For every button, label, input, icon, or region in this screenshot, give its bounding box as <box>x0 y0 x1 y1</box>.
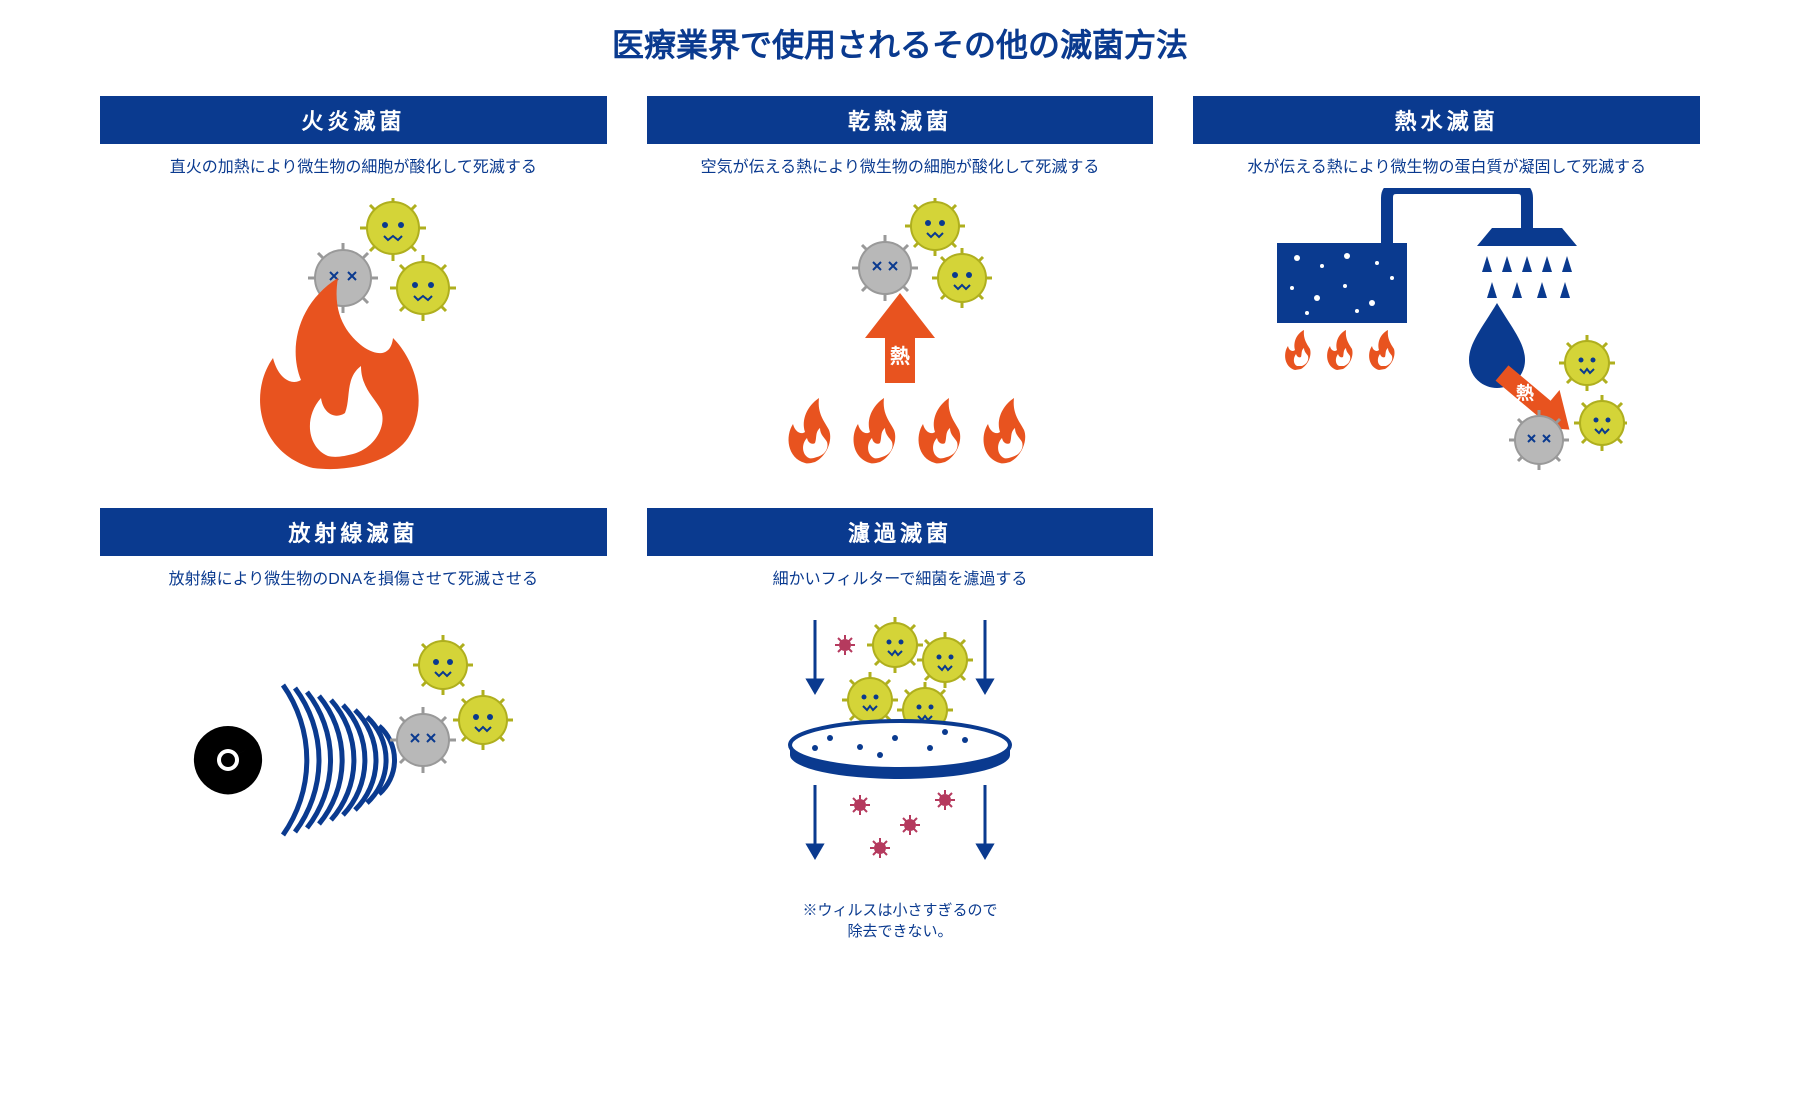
card-grid: 火炎滅菌 直火の加熱により微生物の細胞が酸化して死滅する <box>100 96 1700 942</box>
svg-text:熱: 熱 <box>1516 382 1534 403</box>
germ-alive-icon <box>413 635 473 695</box>
shower-head-icon <box>1477 228 1577 298</box>
germ-alive-icon <box>917 632 973 688</box>
card-desc: 空気が伝える熱により微生物の細胞が酸化して死滅する <box>701 156 1100 180</box>
virus-icon <box>835 635 855 655</box>
card-filter: 濾過滅菌 細かいフィルターで細菌を濾過する <box>647 508 1154 942</box>
illustration-flame <box>100 198 607 478</box>
card-flame: 火炎滅菌 直火の加熱により微生物の細胞が酸化して死滅する <box>100 96 607 478</box>
germ-alive-icon <box>905 198 965 256</box>
germ-alive-icon <box>867 617 923 673</box>
card-desc: 直火の加熱により微生物の細胞が酸化して死滅する <box>170 156 537 180</box>
card-header: 熱水滅菌 <box>1193 96 1700 144</box>
card-hot-water: 熱水滅菌 水が伝える熱により微生物の蛋白質が凝固して死滅する <box>1193 96 1700 478</box>
flame-row <box>1285 330 1394 370</box>
card-dry-heat: 乾熱滅菌 空気が伝える熱により微生物の細胞が酸化して死滅する 熱 <box>647 96 1154 478</box>
arrow-down-icon <box>808 785 992 857</box>
card-header: 放射線滅菌 <box>100 508 607 556</box>
card-desc: 水が伝える熱により微生物の蛋白質が凝固して死滅する <box>1247 156 1646 180</box>
germ-alive-icon <box>1559 335 1615 391</box>
germ-dead-icon <box>852 235 918 301</box>
illustration-filter <box>647 610 1154 890</box>
illustration-dry-heat: 熱 <box>647 198 1154 478</box>
illustration-hot-water: 熱 <box>1193 198 1700 478</box>
tank-icon <box>1277 243 1407 323</box>
card-header: 乾熱滅菌 <box>647 96 1154 144</box>
germ-alive-icon <box>932 248 992 308</box>
card-desc: 細かいフィルターで細菌を濾過する <box>773 568 1028 592</box>
virus-icon <box>850 790 955 858</box>
card-footnote: ※ウィルスは小さすぎるので除去できない。 <box>802 900 997 942</box>
germ-alive-icon <box>390 255 456 321</box>
card-header: 火炎滅菌 <box>100 96 607 144</box>
svg-text:熱: 熱 <box>890 345 910 368</box>
germ-alive-icon <box>360 198 426 261</box>
heat-arrow-icon: 熱 <box>865 293 935 383</box>
radiation-waves-icon <box>281 680 395 840</box>
filter-disc-icon <box>790 721 1010 779</box>
page-title: 医療業界で使用されるその他の滅菌方法 <box>100 20 1700 66</box>
illustration-radiation <box>100 610 607 890</box>
card-radiation: 放射線滅菌 放射線により微生物のDNAを損傷させて死滅させる <box>100 508 607 942</box>
flame-row <box>789 398 1026 463</box>
germ-dead-icon <box>1509 410 1569 470</box>
germ-dead-icon <box>390 707 456 773</box>
radiation-icon <box>184 726 273 803</box>
germ-alive-icon <box>453 690 513 750</box>
card-header: 濾過滅菌 <box>647 508 1154 556</box>
germ-alive-icon <box>1574 395 1627 451</box>
card-desc: 放射線により微生物のDNAを損傷させて死滅させる <box>169 568 538 592</box>
